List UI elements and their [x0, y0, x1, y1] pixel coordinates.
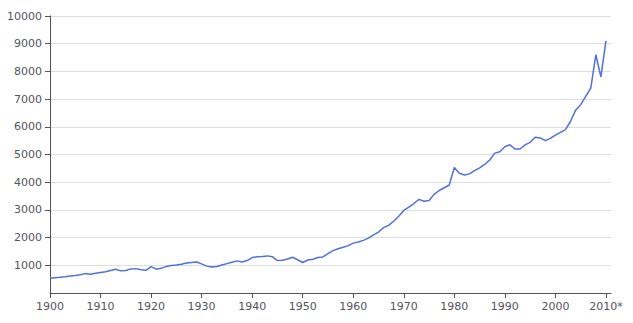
- svg-text:1960: 1960: [339, 300, 367, 313]
- svg-text:5000: 5000: [14, 148, 42, 161]
- svg-text:2010*: 2010*: [589, 300, 623, 313]
- svg-text:10000: 10000: [7, 10, 42, 23]
- svg-text:1990: 1990: [491, 300, 519, 313]
- svg-text:1000: 1000: [14, 259, 42, 272]
- svg-text:9000: 9000: [14, 37, 42, 50]
- svg-text:1950: 1950: [289, 300, 317, 313]
- svg-text:1910: 1910: [87, 300, 115, 313]
- svg-text:1970: 1970: [390, 300, 418, 313]
- svg-text:4000: 4000: [14, 176, 42, 189]
- svg-text:2000: 2000: [541, 300, 569, 313]
- svg-text:8000: 8000: [14, 65, 42, 78]
- svg-text:7000: 7000: [14, 93, 42, 106]
- svg-text:1930: 1930: [188, 300, 216, 313]
- svg-text:1900: 1900: [36, 300, 64, 313]
- svg-text:3000: 3000: [14, 203, 42, 216]
- svg-text:6000: 6000: [14, 120, 42, 133]
- svg-text:1920: 1920: [137, 300, 165, 313]
- svg-text:1980: 1980: [440, 300, 468, 313]
- svg-text:1940: 1940: [238, 300, 266, 313]
- svg-text:2000: 2000: [14, 231, 42, 244]
